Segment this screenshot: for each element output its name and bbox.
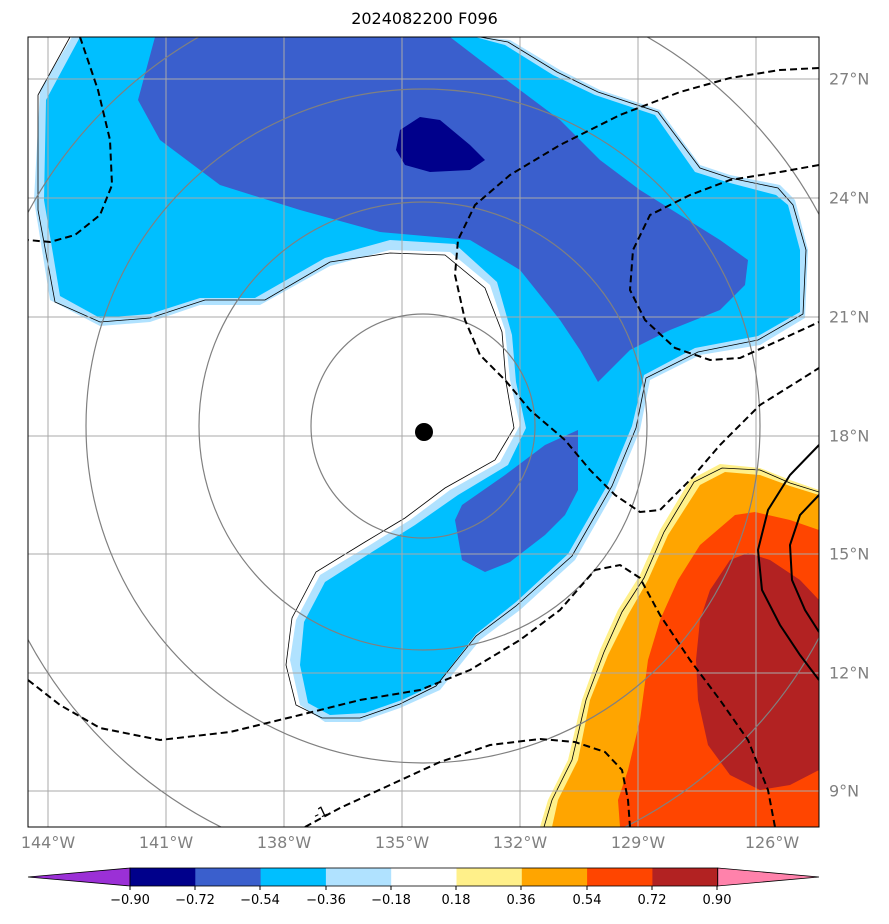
lon-label: 144°W	[20, 833, 76, 852]
colorbar-tick-label: −0.54	[240, 893, 280, 908]
colorbar-segment	[391, 868, 457, 886]
lat-label: 12°N	[829, 663, 870, 683]
lat-label: 27°N	[829, 69, 870, 89]
navy-shading	[396, 117, 485, 172]
lon-label: 141°W	[138, 833, 194, 852]
colorbar-tick-label: 0.72	[637, 893, 667, 908]
solid-contours	[756, 444, 819, 681]
colorbar-tick-label: −0.36	[306, 893, 346, 908]
colorbar-segment	[456, 868, 523, 886]
dashed-contours	[28, 37, 819, 827]
lon-label: 132°W	[492, 833, 548, 852]
colorbar-tick-label: 0.54	[572, 893, 602, 908]
colorbar	[27, 867, 820, 887]
lon-label: 138°W	[256, 833, 312, 852]
contour-label: -1	[311, 803, 330, 823]
royal-blue-shading-north	[138, 37, 748, 382]
royal-blue-shading-south	[455, 430, 578, 572]
map-title: 2024082200 F096	[351, 9, 498, 28]
firebrick-shading	[696, 553, 819, 790]
colorbar-segment	[195, 868, 262, 886]
colorbar-tick-label: −0.90	[110, 893, 150, 908]
range-rings	[28, 37, 819, 827]
colorbar-tick-label: −0.18	[371, 893, 411, 908]
lat-label: 24°N	[829, 188, 870, 208]
colorbar-tick-label: −0.72	[175, 893, 215, 908]
lat-label: 18°N	[829, 426, 870, 446]
colorbar-segment	[260, 868, 327, 886]
lat-label: 15°N	[829, 544, 870, 564]
colorbar-segment	[325, 868, 392, 886]
colorbar-extend-min	[27, 867, 131, 887]
colorbar-tick-label: 0.36	[506, 893, 536, 908]
lon-label: 126°W	[744, 833, 800, 852]
lon-label: 129°W	[610, 833, 666, 852]
colorbar-segment	[130, 868, 196, 886]
lat-label: 9°N	[829, 781, 860, 801]
colorbar-tick-label: 0.18	[441, 893, 471, 908]
colorbar-frame	[129, 867, 719, 887]
colorbar-segment	[587, 868, 653, 886]
colorbar-extend-max	[717, 867, 820, 887]
colorbar-segment	[521, 868, 588, 886]
lat-label: 21°N	[829, 307, 870, 327]
colorbar-tick-label: 0.90	[702, 893, 732, 908]
colorbar-segment	[652, 868, 719, 886]
storm-center-marker	[415, 423, 433, 441]
lon-label: 135°W	[374, 833, 430, 852]
